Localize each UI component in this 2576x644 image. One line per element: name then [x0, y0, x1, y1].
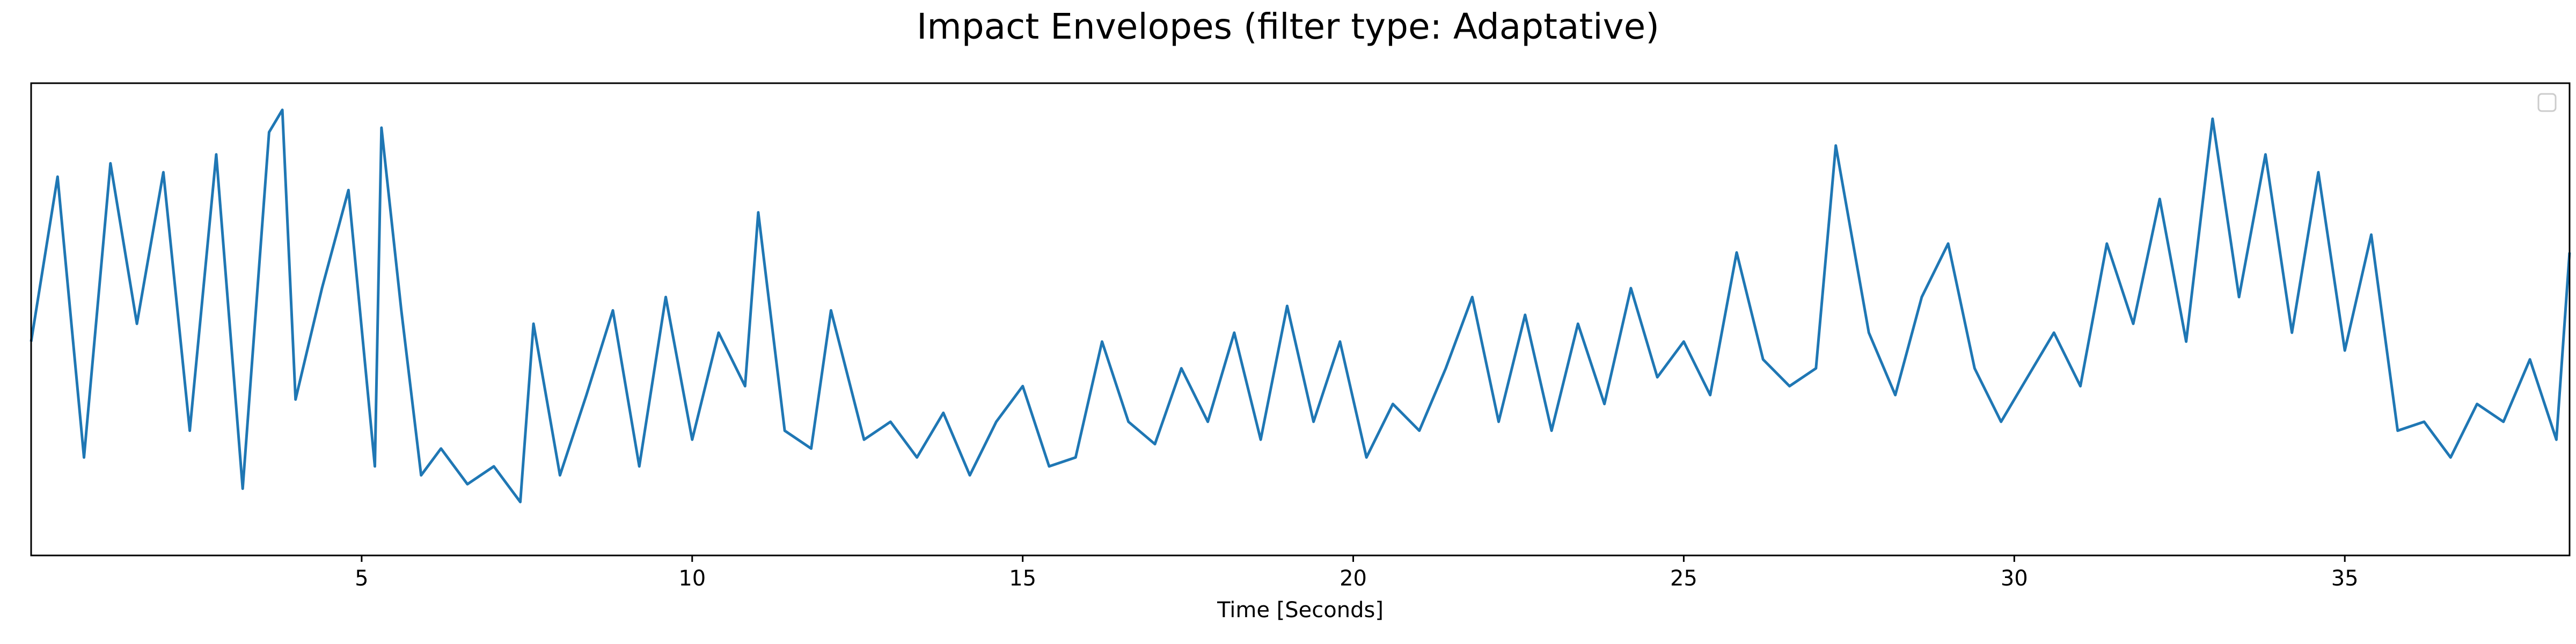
x-axis: 5 10 15 20 25 30 35 — [355, 555, 2359, 591]
legend-box — [2537, 93, 2557, 112]
plot-frame — [30, 82, 2571, 557]
series-layer — [30, 108, 2571, 503]
x-tick-label: 15 — [1009, 566, 1036, 591]
x-tick-label: 35 — [2331, 566, 2359, 591]
plot-area — [31, 83, 2570, 555]
series-line-0 — [30, 108, 2571, 503]
x-tick-label: 20 — [1340, 566, 1367, 591]
chart-title: Impact Envelopes (filter type: Adaptativ… — [917, 6, 1659, 47]
x-tick-label: 5 — [355, 566, 368, 591]
x-tick-label: 25 — [1670, 566, 1697, 591]
x-tick-label: 10 — [678, 566, 706, 591]
x-tick-label: 30 — [2001, 566, 2028, 591]
x-axis-label: Time [Seconds] — [1217, 598, 1384, 623]
